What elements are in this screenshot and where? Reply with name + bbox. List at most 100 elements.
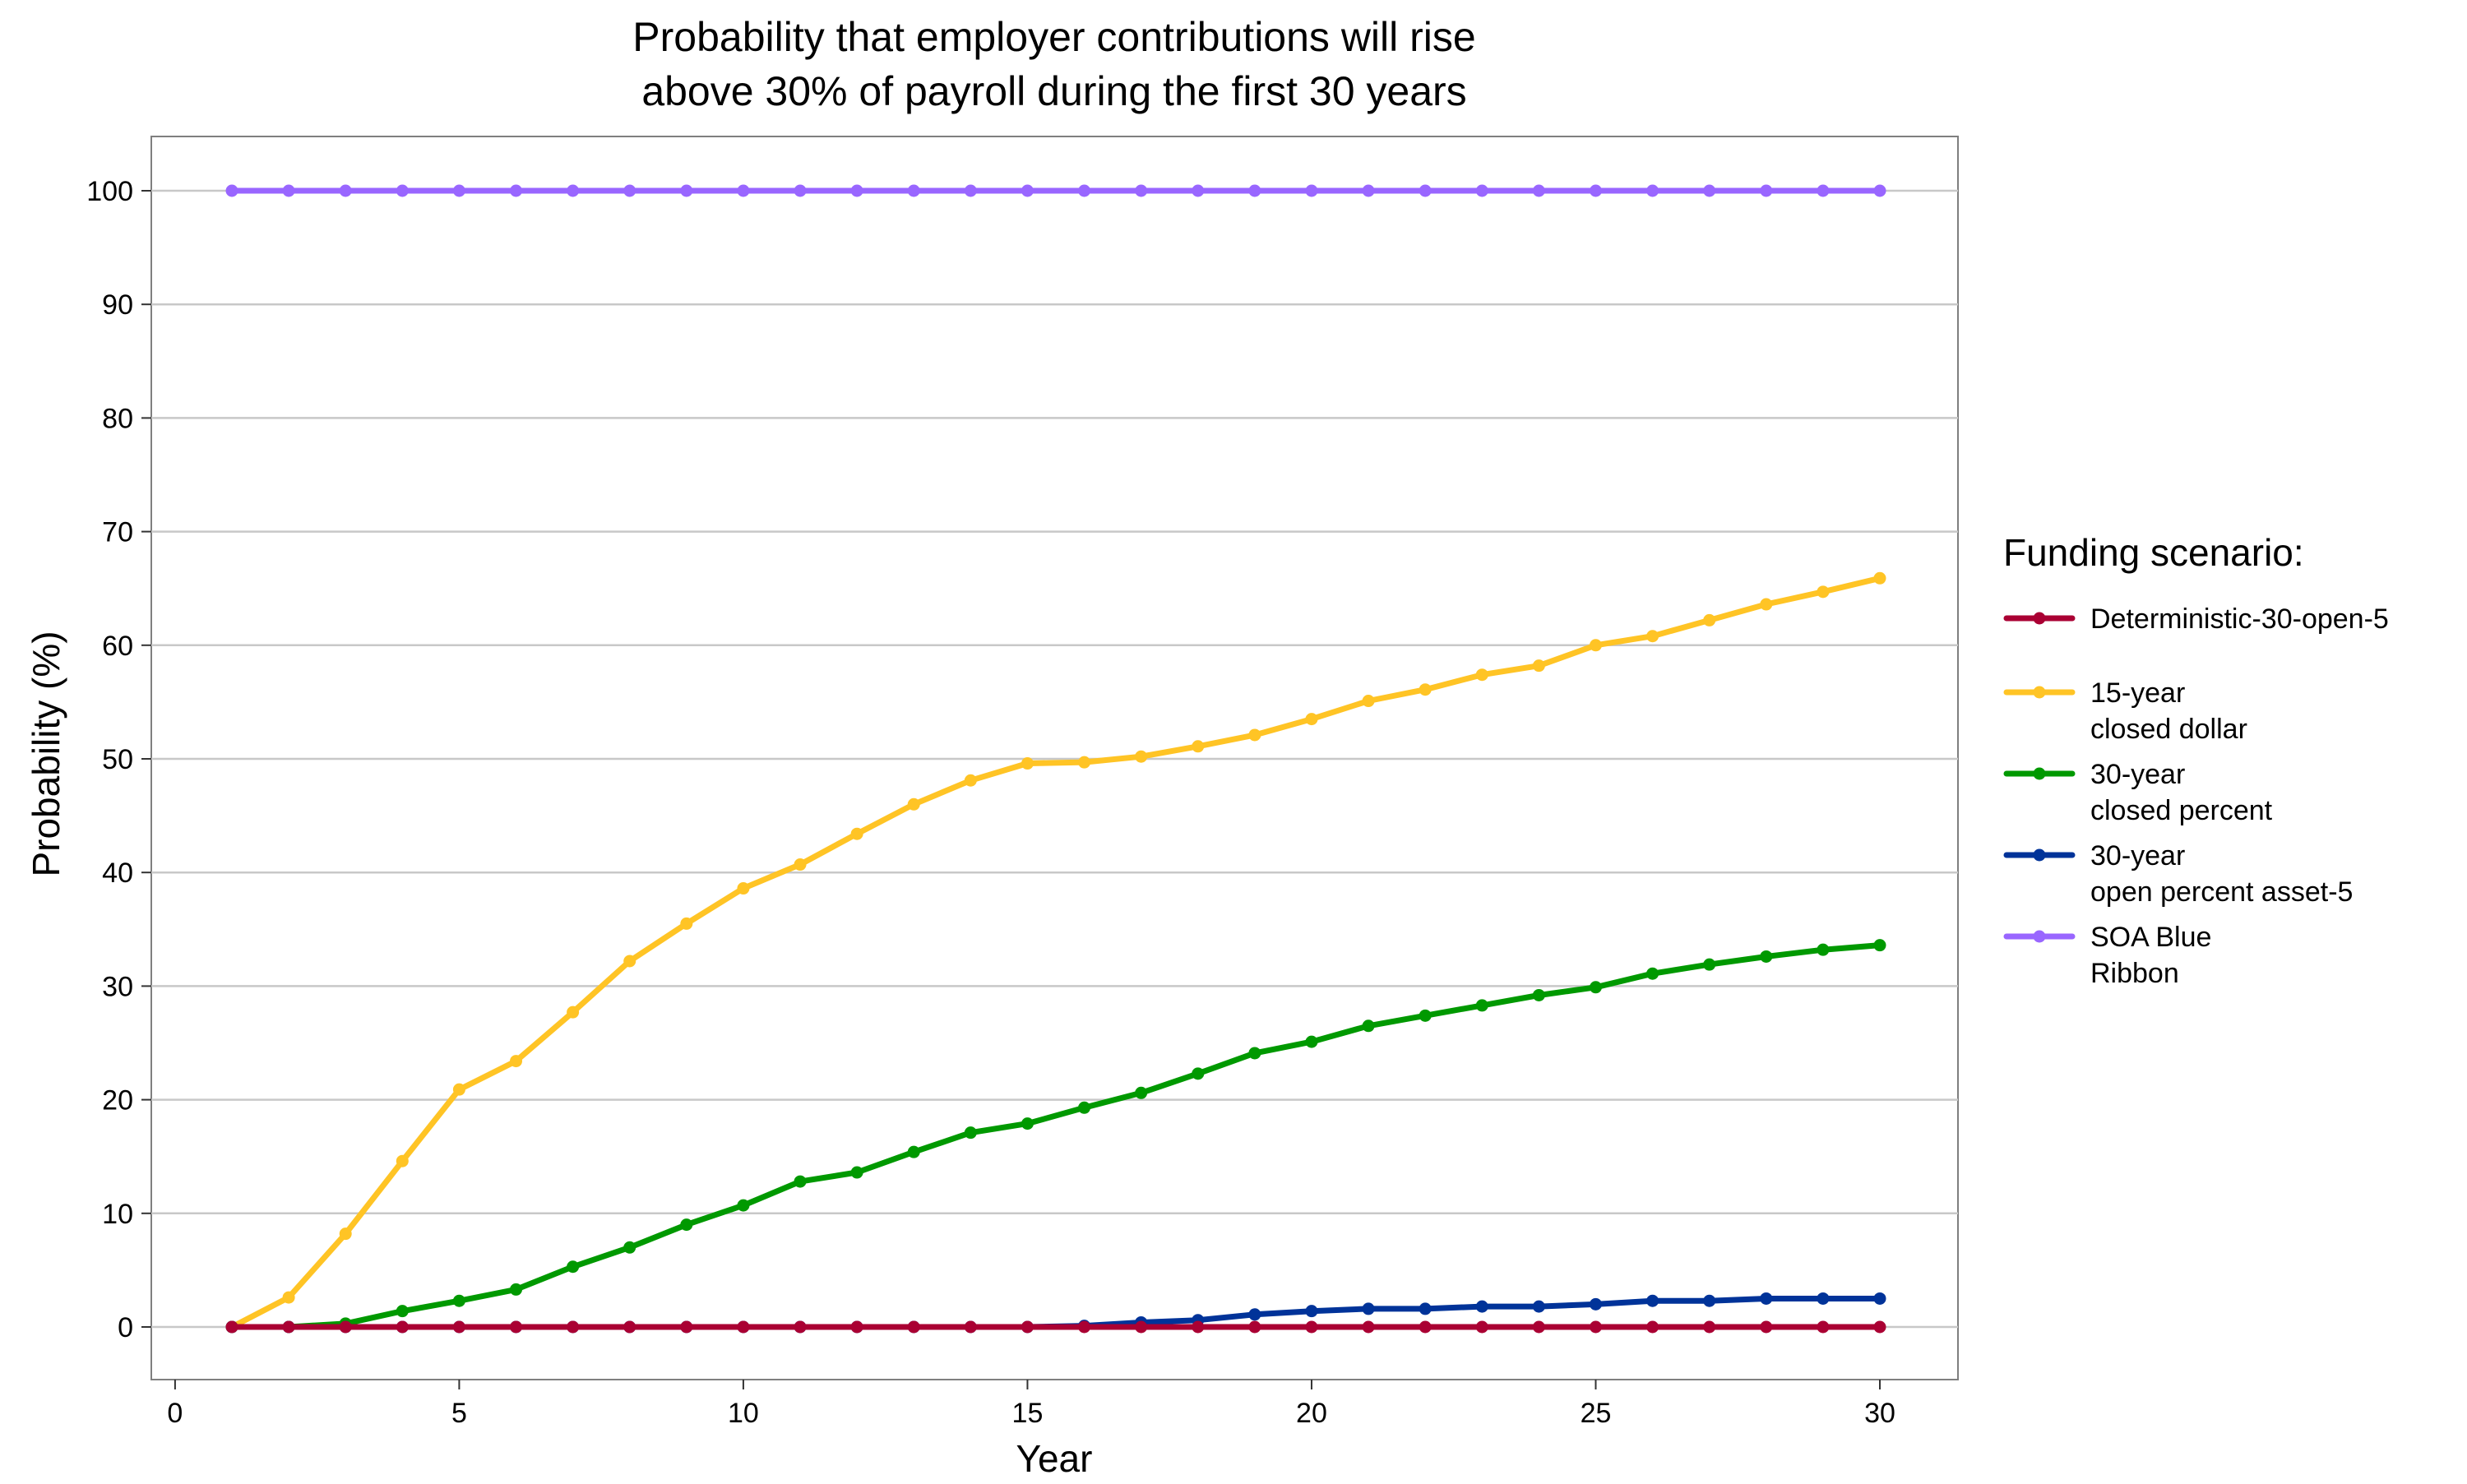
- data-point: [850, 827, 863, 840]
- data-point: [1021, 1320, 1034, 1334]
- data-point: [623, 1320, 636, 1334]
- x-tick-label: 5: [451, 1398, 467, 1429]
- data-point: [396, 184, 409, 197]
- x-tick-label: 20: [1296, 1398, 1327, 1429]
- y-tick-label: 20: [102, 1085, 133, 1116]
- data-point: [1589, 1320, 1602, 1334]
- series-lines: [225, 184, 1886, 1334]
- data-point: [1532, 1320, 1545, 1334]
- data-point: [1760, 184, 1773, 197]
- data-point: [1873, 1292, 1886, 1305]
- data-point: [737, 882, 750, 895]
- y-tick-label: 40: [102, 858, 133, 889]
- data-point: [510, 1055, 523, 1068]
- data-point: [1646, 1294, 1659, 1307]
- data-point: [1873, 1320, 1886, 1334]
- legend-label: closed dollar: [2090, 714, 2247, 745]
- data-point: [452, 1083, 465, 1096]
- x-tick-label: 30: [1864, 1398, 1895, 1429]
- data-point: [1589, 184, 1602, 197]
- data-point: [680, 917, 693, 930]
- data-point: [1817, 184, 1830, 197]
- data-point: [396, 1320, 409, 1334]
- data-point: [1589, 981, 1602, 994]
- data-point: [1589, 1297, 1602, 1311]
- data-point: [850, 1320, 863, 1334]
- data-point: [1760, 950, 1773, 963]
- data-point: [623, 184, 636, 197]
- data-point: [794, 184, 807, 197]
- data-point: [1248, 184, 1261, 197]
- data-point: [452, 1320, 465, 1334]
- data-point: [907, 1145, 920, 1158]
- x-tick-label: 10: [728, 1398, 759, 1429]
- data-point: [1646, 1320, 1659, 1334]
- data-point: [1419, 184, 1432, 197]
- data-point: [1078, 756, 1091, 769]
- data-point: [1021, 1117, 1034, 1130]
- data-point: [1873, 939, 1886, 952]
- data-point: [1305, 1035, 1318, 1048]
- data-point: [1817, 585, 1830, 599]
- data-point: [1362, 1302, 1375, 1315]
- legend-item-soa-blue-ribbon: SOA Blue Ribbon: [2003, 922, 2211, 989]
- data-point: [680, 1218, 693, 1232]
- legend-title: Funding scenario:: [2003, 531, 2304, 574]
- data-point: [1817, 943, 1830, 956]
- legend-label: closed percent: [2090, 795, 2273, 826]
- data-point: [1362, 1320, 1375, 1334]
- data-point: [1703, 184, 1716, 197]
- data-point: [1078, 1101, 1091, 1114]
- data-point: [623, 1241, 636, 1254]
- data-point: [567, 1260, 580, 1274]
- y-tick-label: 30: [102, 971, 133, 1002]
- data-point: [1646, 967, 1659, 980]
- data-point: [1873, 571, 1886, 585]
- data-point: [1760, 1320, 1773, 1334]
- data-point: [1419, 683, 1432, 696]
- data-point: [1192, 740, 1205, 753]
- y-tick-label: 70: [102, 517, 133, 548]
- data-point: [850, 1166, 863, 1179]
- data-point: [339, 184, 352, 197]
- legend-item-deterministic-30-open-5: Deterministic-30-open-5: [2003, 603, 2389, 635]
- x-tick-label: 15: [1012, 1398, 1044, 1429]
- data-point: [964, 1320, 977, 1334]
- data-point: [850, 184, 863, 197]
- data-point: [225, 1320, 238, 1334]
- legend-key-point: [2033, 848, 2046, 862]
- data-point: [339, 1320, 352, 1334]
- legend-key-point: [2033, 612, 2046, 625]
- data-point: [396, 1154, 409, 1167]
- data-point: [282, 184, 295, 197]
- legend-key-point: [2033, 767, 2046, 780]
- data-point: [1305, 713, 1318, 726]
- data-point: [1475, 1320, 1488, 1334]
- series-line: [229, 575, 1883, 1330]
- data-point: [1192, 184, 1205, 197]
- data-point: [1248, 728, 1261, 742]
- legend-item-30-year-closed-percent: 30-year closed percent: [2003, 759, 2273, 826]
- legend-key-point: [2033, 686, 2046, 699]
- series-soa-blue-ribbon: [225, 184, 1886, 197]
- legend-label: Deterministic-30-open-5: [2090, 603, 2389, 635]
- data-point: [680, 1320, 693, 1334]
- data-point: [1532, 988, 1545, 1001]
- data-point: [452, 1294, 465, 1307]
- data-point: [964, 1126, 977, 1140]
- data-point: [1021, 757, 1034, 770]
- data-point: [282, 1320, 295, 1334]
- data-point: [339, 1227, 352, 1241]
- y-tick-label: 50: [102, 744, 133, 775]
- data-point: [1192, 1067, 1205, 1080]
- y-tick-label: 0: [118, 1312, 133, 1343]
- data-point: [737, 1320, 750, 1334]
- y-tick-label: 90: [102, 289, 133, 321]
- data-point: [510, 1283, 523, 1296]
- data-point: [1475, 1300, 1488, 1313]
- data-point: [964, 184, 977, 197]
- data-point: [1760, 1292, 1773, 1305]
- data-point: [282, 1291, 295, 1304]
- data-point: [1362, 184, 1375, 197]
